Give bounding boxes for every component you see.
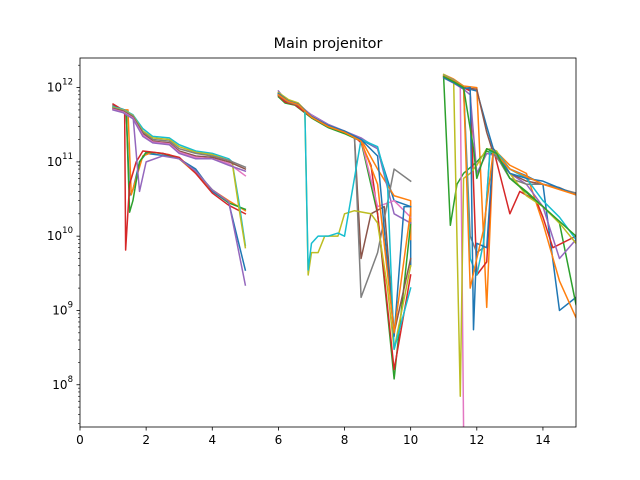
y-tick-label-2: 1010 — [47, 226, 73, 243]
series-line-35 — [442, 75, 576, 238]
series-line-34 — [442, 74, 576, 289]
chart-title: Main projenitor — [274, 36, 383, 52]
y-tick-label-4: 1012 — [47, 78, 73, 95]
y-tick-label-3: 1011 — [47, 152, 73, 169]
series-layer — [112, 73, 576, 427]
x-tick-label-3: 6 — [275, 433, 283, 447]
y-tick-label-1: 109 — [52, 300, 73, 317]
x-tick-label-7: 14 — [535, 433, 550, 447]
plot-frame — [79, 57, 577, 428]
x-tick-label-5: 10 — [403, 433, 418, 447]
series-line-33 — [442, 76, 576, 331]
x-tick-label-1: 2 — [142, 433, 150, 447]
series-line-10 — [112, 109, 247, 173]
x-tick-label-6: 12 — [469, 433, 484, 447]
series-line-22 — [277, 93, 412, 334]
x-tick-label-2: 4 — [208, 433, 216, 447]
x-tick-label-0: 0 — [76, 433, 84, 447]
x-tick-label-4: 8 — [341, 433, 349, 447]
y-tick-label-0: 108 — [52, 375, 73, 392]
